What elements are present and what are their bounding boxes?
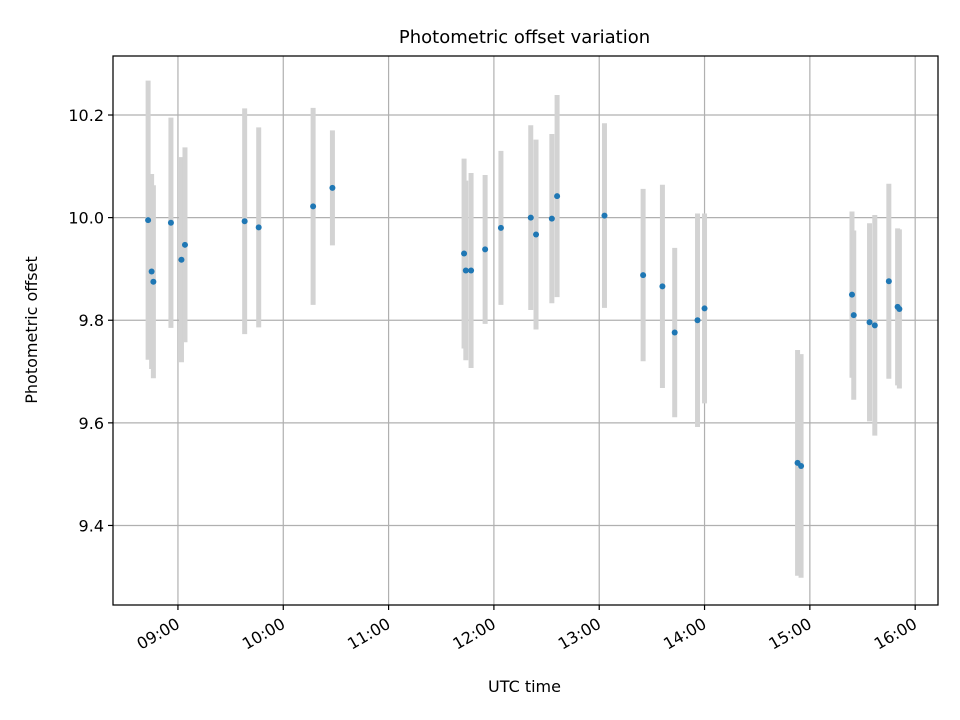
data-point: [181, 241, 188, 248]
data-point: [548, 215, 555, 222]
data-point: [659, 283, 666, 290]
y-tick-label: 9.4: [79, 516, 104, 535]
data-point: [148, 268, 155, 275]
data-point: [329, 184, 336, 191]
data-point: [640, 272, 647, 279]
data-point: [167, 219, 174, 226]
data-point: [866, 319, 873, 326]
y-axis-ticks: 9.4 9.6 9.8 10.0 10.2: [68, 106, 113, 535]
data-point: [896, 305, 903, 312]
y-tick-label: 10.0: [68, 209, 104, 228]
data-points: [145, 184, 903, 469]
data-point: [462, 267, 469, 274]
data-point: [533, 231, 540, 238]
data-point: [255, 224, 262, 231]
data-point: [601, 212, 608, 219]
data-point: [178, 256, 185, 263]
x-axis-label: UTC time: [488, 677, 561, 696]
data-point: [482, 246, 489, 253]
data-point: [885, 278, 892, 285]
data-point: [798, 462, 805, 469]
y-tick-label: 9.8: [79, 311, 104, 330]
data-point: [468, 267, 475, 274]
data-point: [694, 317, 701, 324]
data-point: [850, 312, 857, 319]
y-axis-label: Photometric offset: [22, 256, 41, 404]
y-tick-label: 9.6: [79, 414, 104, 433]
data-point: [554, 193, 561, 200]
plot-frame: [112, 55, 939, 606]
data-point: [871, 322, 878, 329]
chart-title: Photometric offset variation: [399, 27, 650, 48]
y-tick-label: 10.2: [68, 106, 104, 125]
data-point: [497, 224, 504, 231]
data-point: [848, 291, 855, 298]
data-point: [527, 214, 534, 221]
data-point: [671, 329, 678, 336]
data-point: [461, 250, 468, 257]
data-point: [150, 278, 157, 285]
data-point: [145, 217, 152, 224]
data-point: [701, 305, 708, 312]
data-point: [310, 203, 317, 210]
data-point: [241, 218, 248, 225]
